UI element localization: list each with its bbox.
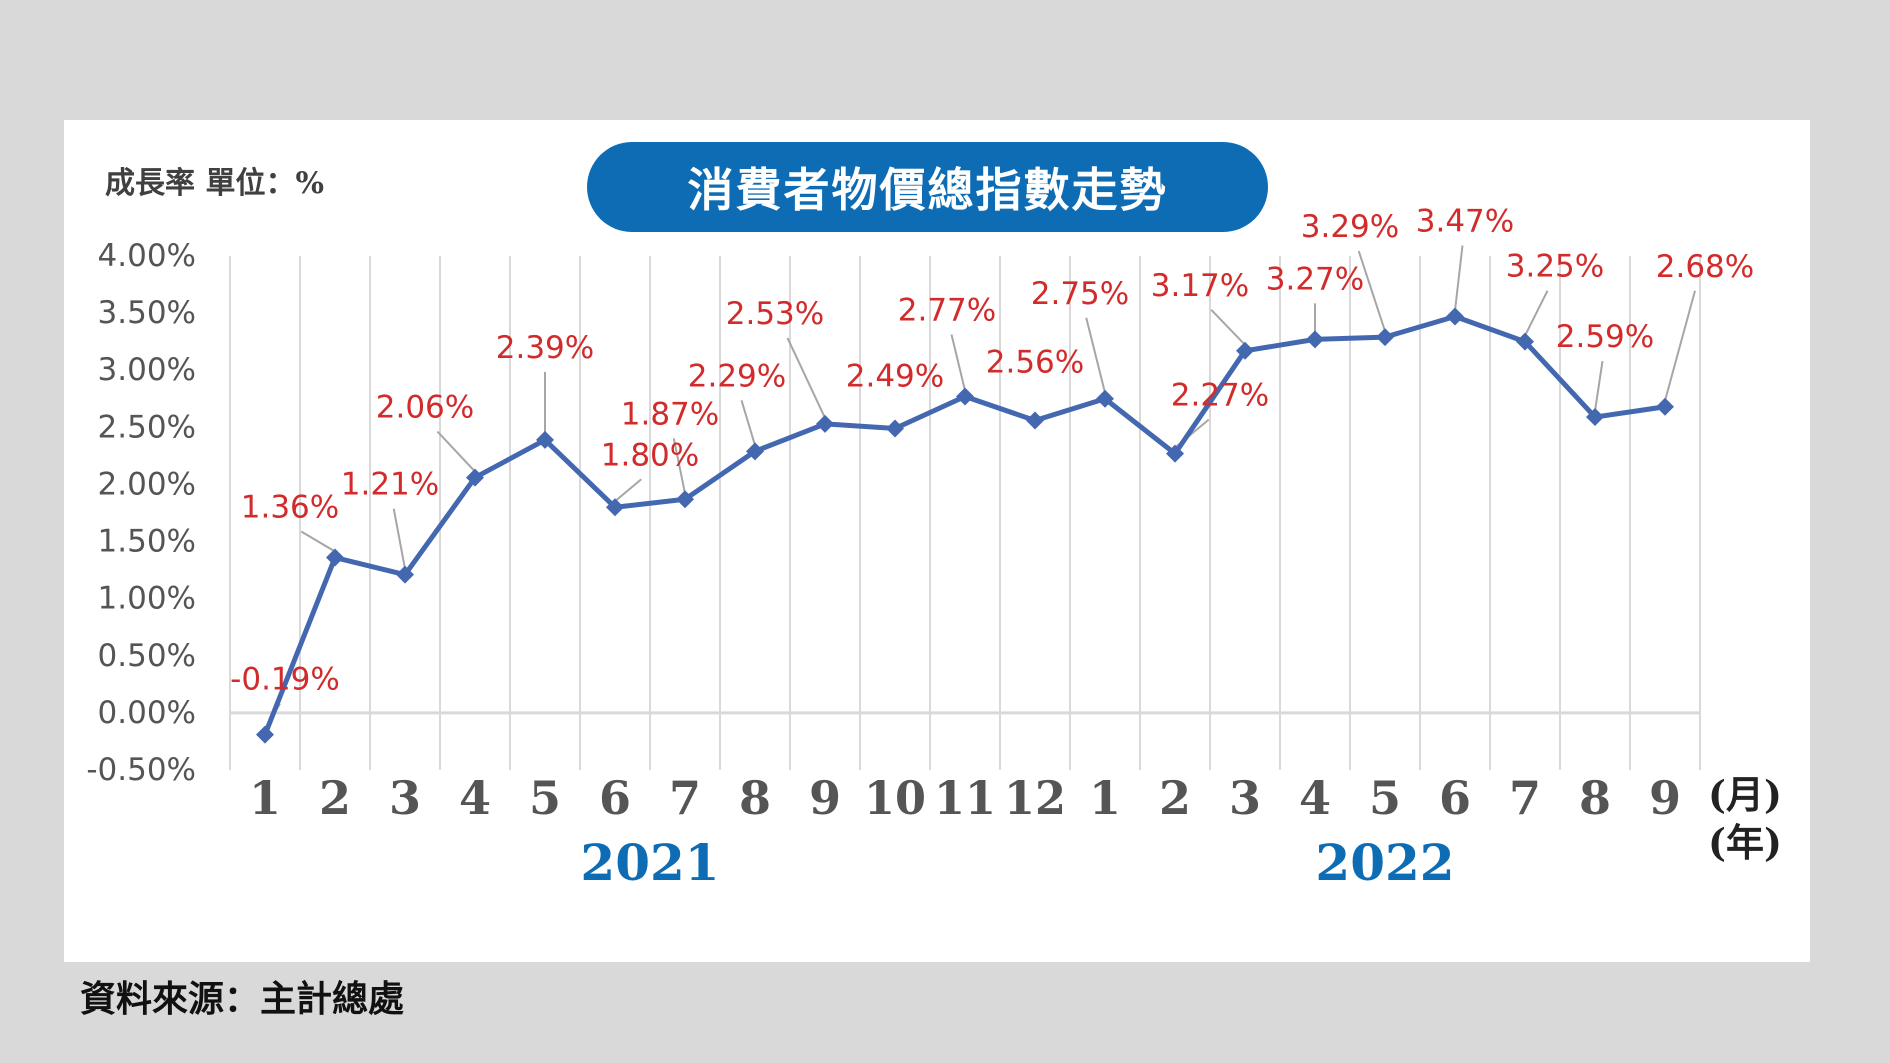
x-tick-label: 1: [249, 771, 281, 825]
data-label: 3.27%: [1266, 261, 1364, 297]
x-tick-label: 3: [1229, 771, 1261, 825]
year-unit-label: (年): [1708, 820, 1782, 865]
leader-line: [950, 334, 966, 391]
leader-line: [1210, 309, 1246, 346]
leader-line: [740, 400, 756, 446]
data-label: 2.06%: [376, 390, 474, 426]
data-point: [606, 498, 624, 517]
data-point: [536, 430, 554, 449]
x-tick-label: 4: [459, 771, 491, 825]
x-tick-label: 11: [934, 771, 996, 825]
data-label: 3.25%: [1506, 249, 1604, 285]
leader-line: [436, 430, 476, 473]
data-label: 2.77%: [898, 292, 996, 328]
leader-line: [1357, 250, 1386, 332]
data-label: 2.49%: [846, 358, 944, 394]
x-tick-label: 10: [864, 771, 926, 825]
data-label: 2.53%: [726, 296, 824, 332]
x-tick-label: 3: [389, 771, 421, 825]
data-label: 2.27%: [1171, 378, 1269, 414]
leader-line: [1664, 290, 1696, 402]
data-point: [1306, 330, 1324, 349]
data-label: 2.39%: [496, 330, 594, 366]
data-point: [396, 565, 414, 584]
data-point: [1516, 332, 1534, 351]
leader-line: [300, 530, 336, 553]
x-tick-label: 7: [669, 771, 701, 825]
series-line: [262, 314, 1666, 736]
data-label: 2.59%: [1556, 319, 1654, 355]
data-label: 3.29%: [1301, 209, 1399, 245]
data-point: [1026, 411, 1044, 430]
data-point: [466, 468, 484, 487]
data-label: 1.36%: [241, 490, 339, 526]
y-tick-label: 3.00%: [98, 352, 196, 388]
data-point: [746, 442, 764, 461]
leader-line: [614, 478, 642, 503]
data-point: [886, 419, 904, 438]
leader-line: [1085, 317, 1106, 394]
y-tick-label: 1.00%: [98, 581, 196, 617]
data-point: [256, 725, 274, 744]
x-tick-label: 8: [739, 771, 771, 825]
x-tick-label: 1: [1089, 771, 1121, 825]
data-point: [676, 490, 694, 509]
x-tick-label: 6: [1439, 771, 1471, 825]
leader-line: [786, 337, 826, 419]
y-tick-label: 2.50%: [98, 409, 196, 445]
y-tick-label: 0.00%: [98, 695, 196, 731]
x-tick-label: 12: [1004, 771, 1066, 825]
leader-line: [1454, 245, 1464, 311]
x-tick-label: 2: [319, 771, 351, 825]
x-tick-label: 8: [1579, 771, 1611, 825]
x-tick-label: 9: [1649, 771, 1681, 825]
year-label: 2022: [1315, 833, 1454, 892]
data-label: 1.21%: [341, 467, 439, 503]
data-label: 1.87%: [621, 396, 719, 432]
data-label: -0.19%: [230, 662, 340, 698]
leader-line: [1524, 290, 1549, 337]
data-point: [1656, 397, 1674, 416]
data-label: 3.17%: [1151, 268, 1249, 304]
x-tick-label: 5: [529, 771, 561, 825]
data-point: [816, 414, 834, 433]
leader-line: [392, 508, 406, 569]
y-tick-label: 1.50%: [98, 524, 196, 560]
x-tick-label: 9: [809, 771, 841, 825]
y-tick-label: 2.00%: [98, 466, 196, 502]
data-source: 資料來源：主計總處: [80, 978, 405, 1020]
data-label: 1.80%: [601, 437, 699, 473]
chart-title: 消費者物價總指數走勢: [587, 142, 1268, 232]
data-point: [1236, 341, 1254, 360]
x-tick-label: 5: [1369, 771, 1401, 825]
x-tick-label: 7: [1509, 771, 1541, 825]
data-label: 3.47%: [1416, 204, 1514, 240]
data-point: [1446, 307, 1464, 326]
unit-label: 成長率 單位：%: [105, 166, 324, 201]
y-tick-label: 4.00%: [98, 238, 196, 274]
x-tick-label: 2: [1159, 771, 1191, 825]
month-unit-label: (月): [1708, 772, 1782, 817]
x-tick-label: 4: [1299, 771, 1331, 825]
data-label: 2.75%: [1031, 276, 1129, 312]
leader-line: [1594, 360, 1604, 412]
x-tick-label: 6: [599, 771, 631, 825]
y-tick-label: 3.50%: [98, 295, 196, 331]
year-label: 2021: [580, 833, 719, 892]
data-point: [1166, 444, 1184, 463]
data-point: [1096, 389, 1114, 408]
data-point: [1376, 328, 1394, 347]
y-tick-label: -0.50%: [86, 752, 196, 788]
data-label: 2.29%: [688, 358, 786, 394]
leader-line: [672, 438, 686, 494]
data-point: [956, 387, 974, 406]
y-tick-label: 0.50%: [98, 638, 196, 674]
data-label: 2.56%: [986, 344, 1084, 380]
data-label: 2.68%: [1656, 249, 1754, 285]
chart-panel: [64, 120, 1810, 962]
data-point: [1586, 408, 1604, 427]
data-point: [326, 548, 344, 567]
